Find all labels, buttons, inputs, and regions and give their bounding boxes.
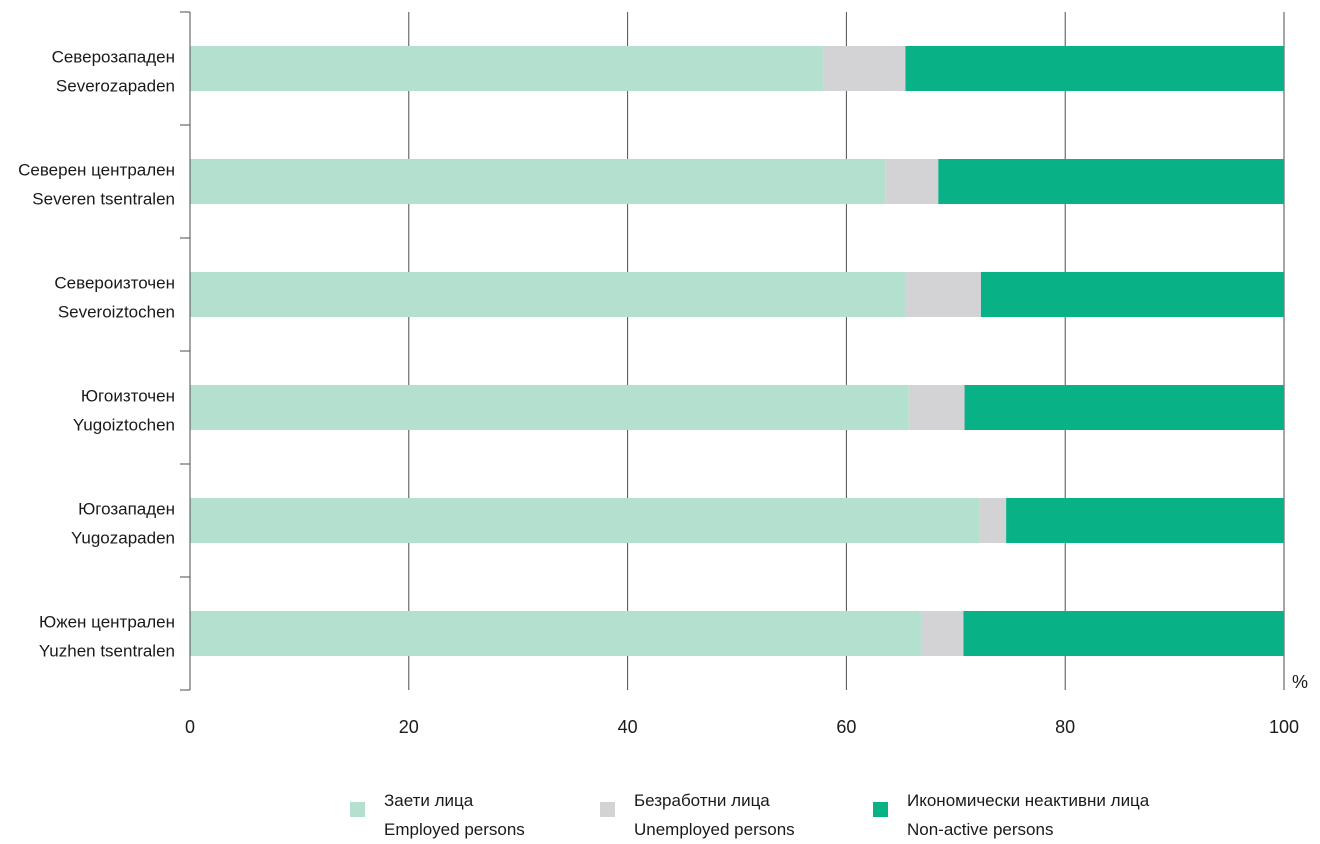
bar-5-series-1 xyxy=(190,498,980,543)
category-label-4-line-2: Yugoiztochen xyxy=(73,416,175,435)
bar-2-series-2 xyxy=(885,159,939,204)
bar-2-series-3 xyxy=(938,159,1284,204)
axes xyxy=(180,11,191,691)
bar-6-series-2 xyxy=(921,611,964,656)
x-tick-label-100: 100 xyxy=(1269,717,1299,737)
legend-label-unemployed-bg: Безработни лица xyxy=(634,791,770,810)
bar-1-series-2 xyxy=(823,46,906,91)
category-label-5-line-2: Yugozapaden xyxy=(71,529,175,548)
category-label-2-line-2: Severen tsentralen xyxy=(32,190,175,209)
category-label-1-line-1: Северозападен xyxy=(52,48,175,67)
category-label-4-line-1: Югоизточен xyxy=(81,387,175,406)
gridlines xyxy=(408,12,1285,690)
bar-4-series-3 xyxy=(964,385,1284,430)
x-tick-label-60: 60 xyxy=(836,717,856,737)
legend-label-employed-bg: Заети лица xyxy=(384,791,474,810)
bar-1-series-1 xyxy=(190,46,824,91)
bar-2-series-1 xyxy=(190,159,886,204)
category-label-5-line-1: Югозападен xyxy=(78,500,175,519)
category-label-6-line-2: Yuzhen tsentralen xyxy=(39,642,175,661)
legend-swatch-unemployed xyxy=(600,802,615,817)
bar-3-series-1 xyxy=(190,272,906,317)
legend-swatch-non-active xyxy=(873,802,888,817)
bar-5-series-3 xyxy=(1006,498,1284,543)
bar-4-series-1 xyxy=(190,385,909,430)
bar-4-series-2 xyxy=(908,385,965,430)
category-label-3-line-2: Severoiztochen xyxy=(58,303,175,322)
bar-1-series-3 xyxy=(905,46,1284,91)
category-label-1-line-2: Severozapaden xyxy=(56,77,175,96)
x-unit-label: % xyxy=(1292,672,1308,692)
x-tick-label-40: 40 xyxy=(618,717,638,737)
legend-label-unemployed-en: Unemployed persons xyxy=(634,820,795,839)
legend-label-non-active-en: Non-active persons xyxy=(907,820,1054,839)
legend-label-employed-en: Employed persons xyxy=(384,820,525,839)
labels: 0 20 40 60 80 100 Северозападен Severozapaden Се… xyxy=(18,48,1308,738)
bar-6-series-3 xyxy=(963,611,1284,656)
legend: Заети лица Employed persons Безработни л… xyxy=(350,786,1250,842)
legend-label-employed: Заети лица Employed persons xyxy=(384,786,525,844)
bar-5-series-2 xyxy=(979,498,1007,543)
legend-label-unemployed: Безработни лица Unemployed persons xyxy=(634,786,795,844)
category-label-2-line-1: Северен централен xyxy=(18,161,175,180)
category-label-6-line-1: Южен централен xyxy=(39,613,175,632)
legend-label-non-active-bg: Икономически неактивни лица xyxy=(907,791,1150,810)
bar-3-series-3 xyxy=(980,272,1284,317)
x-tick-label-0: 0 xyxy=(185,717,195,737)
bar-3-series-2 xyxy=(905,272,981,317)
legend-swatch-employed xyxy=(350,802,365,817)
bar-6-series-1 xyxy=(190,611,922,656)
legend-label-non-active: Икономически неактивни лица Non-active p… xyxy=(907,786,1149,844)
x-tick-label-20: 20 xyxy=(399,717,419,737)
x-tick-label-80: 80 xyxy=(1055,717,1075,737)
category-label-3-line-1: Североизточен xyxy=(54,274,175,293)
bars xyxy=(190,46,1284,656)
